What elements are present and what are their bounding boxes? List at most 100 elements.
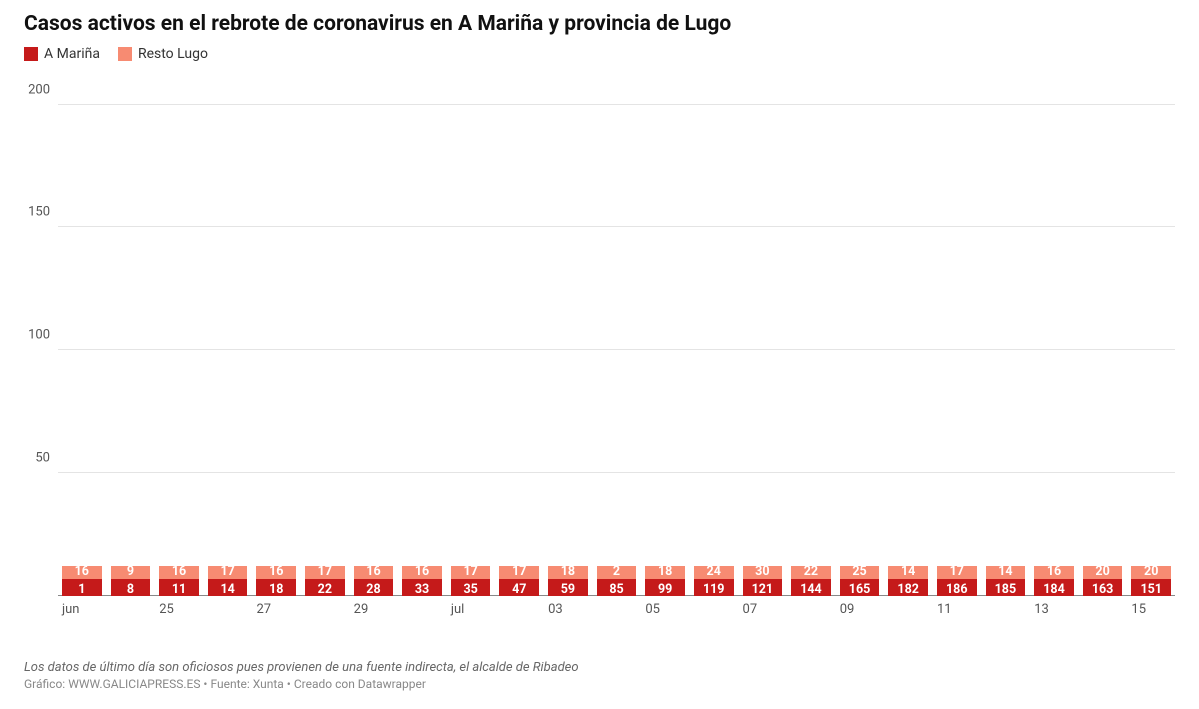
bar-value-amarina: 1 — [78, 579, 85, 597]
bar-segment-amarina: 14 — [208, 579, 248, 597]
bar-segment-amarina: 59 — [548, 579, 588, 597]
legend-item-resto: Resto Lugo — [118, 46, 208, 62]
bar-value-amarina: 59 — [561, 579, 575, 597]
bar-value-resto: 16 — [75, 566, 89, 579]
bar-segment-resto: 24 — [694, 566, 734, 579]
bar-value-amarina: 119 — [703, 579, 725, 597]
bar-value-amarina: 186 — [946, 579, 968, 597]
bar-value-resto: 24 — [707, 566, 721, 579]
bar-value-resto: 17 — [318, 566, 332, 579]
x-tick-label: jul — [451, 596, 491, 620]
bar-value-resto: 20 — [1144, 566, 1158, 579]
bar-segment-amarina: 151 — [1131, 579, 1171, 597]
legend-item-amarina: A Mariña — [24, 46, 100, 62]
bar-segment-resto: 17 — [451, 566, 491, 579]
bar-column: 1611 — [159, 566, 199, 596]
bar-segment-resto: 22 — [791, 566, 831, 579]
x-axis: jun252729jul03050709111315 — [58, 596, 1175, 620]
grid-line — [58, 472, 1175, 473]
bar-segment-amarina: 165 — [840, 579, 880, 597]
footnote: Los datos de último día son oficiosos pu… — [24, 660, 1175, 675]
bar-value-resto: 9 — [127, 566, 134, 579]
bar-column: 20151 — [1131, 566, 1171, 596]
bar-value-amarina: 18 — [269, 579, 283, 597]
x-tick-label: 05 — [645, 596, 685, 620]
bar-segment-resto: 9 — [111, 566, 151, 579]
bar-segment-amarina: 22 — [305, 579, 345, 597]
y-tick-label: 100 — [28, 328, 58, 343]
bar-value-resto: 2 — [613, 566, 620, 579]
bar-value-amarina: 35 — [464, 579, 478, 597]
bar-value-resto: 17 — [950, 566, 964, 579]
legend-swatch-amarina — [24, 47, 38, 61]
bar-column: 17186 — [937, 566, 977, 596]
bar-segment-resto: 17 — [208, 566, 248, 579]
bar-value-resto: 16 — [415, 566, 429, 579]
bar-column: 161 — [62, 566, 102, 596]
grid-line — [58, 349, 1175, 350]
bar-segment-resto: 17 — [305, 566, 345, 579]
x-tick-label — [111, 596, 151, 620]
y-tick-label: 200 — [28, 82, 58, 97]
x-tick-label — [208, 596, 248, 620]
x-tick-label: 13 — [1034, 596, 1074, 620]
bar-segment-amarina: 33 — [402, 579, 442, 597]
plot: 1619816111714161817221628163317351747185… — [58, 80, 1175, 596]
bar-column: 1899 — [645, 566, 685, 596]
x-tick-label — [986, 596, 1026, 620]
bar-segment-amarina: 35 — [451, 579, 491, 597]
x-tick-label — [305, 596, 345, 620]
bar-segment-resto: 20 — [1083, 566, 1123, 579]
bars-container: 1619816111714161817221628163317351747185… — [58, 80, 1175, 596]
bar-segment-resto: 16 — [159, 566, 199, 579]
credit-line: Gráfico: WWW.GALICIAPRESS.ES • Fuente: X… — [24, 677, 1175, 691]
bar-column: 14182 — [888, 566, 928, 596]
bar-value-resto: 17 — [220, 566, 234, 579]
x-tick-label — [694, 596, 734, 620]
bar-value-amarina: 11 — [172, 579, 186, 597]
bar-value-amarina: 144 — [800, 579, 822, 597]
bar-value-amarina: 151 — [1140, 579, 1162, 597]
bar-value-amarina: 85 — [609, 579, 623, 597]
x-tick-label: 27 — [256, 596, 296, 620]
bar-value-amarina: 121 — [752, 579, 774, 597]
bar-segment-resto: 14 — [986, 566, 1026, 579]
bar-value-resto: 14 — [901, 566, 915, 579]
x-tick-label — [597, 596, 637, 620]
bar-segment-amarina: 119 — [694, 579, 734, 597]
bar-segment-amarina: 121 — [743, 579, 783, 597]
legend-label-amarina: A Mariña — [44, 46, 100, 62]
x-tick-label: 09 — [840, 596, 880, 620]
bar-segment-amarina: 182 — [888, 579, 928, 597]
bar-column: 22144 — [791, 566, 831, 596]
legend: A Mariña Resto Lugo — [24, 46, 1175, 62]
x-tick-label — [888, 596, 928, 620]
grid-line — [58, 226, 1175, 227]
bar-segment-resto: 17 — [499, 566, 539, 579]
bar-value-resto: 14 — [998, 566, 1012, 579]
bar-segment-resto: 17 — [937, 566, 977, 579]
bar-segment-amarina: 11 — [159, 579, 199, 597]
x-tick-label: 29 — [354, 596, 394, 620]
x-tick-label: 15 — [1131, 596, 1171, 620]
chart-title: Casos activos en el rebrote de coronavir… — [24, 12, 1175, 36]
bar-segment-resto: 20 — [1131, 566, 1171, 579]
bar-column: 1714 — [208, 566, 248, 596]
bar-value-amarina: 8 — [127, 579, 134, 597]
x-tick-label: jun — [62, 596, 102, 620]
grid-line — [58, 104, 1175, 105]
bar-value-amarina: 28 — [366, 579, 380, 597]
bar-column: 24119 — [694, 566, 734, 596]
bar-segment-amarina: 163 — [1083, 579, 1123, 597]
bar-segment-amarina: 28 — [354, 579, 394, 597]
bar-value-resto: 22 — [804, 566, 818, 579]
x-tick-label — [791, 596, 831, 620]
bar-value-resto: 18 — [658, 566, 672, 579]
bar-segment-amarina: 144 — [791, 579, 831, 597]
bar-column: 98 — [111, 566, 151, 596]
bar-column: 1722 — [305, 566, 345, 596]
x-tick-label: 25 — [159, 596, 199, 620]
bar-value-amarina: 185 — [995, 579, 1017, 597]
bar-segment-amarina: 18 — [256, 579, 296, 597]
bar-column: 1633 — [402, 566, 442, 596]
